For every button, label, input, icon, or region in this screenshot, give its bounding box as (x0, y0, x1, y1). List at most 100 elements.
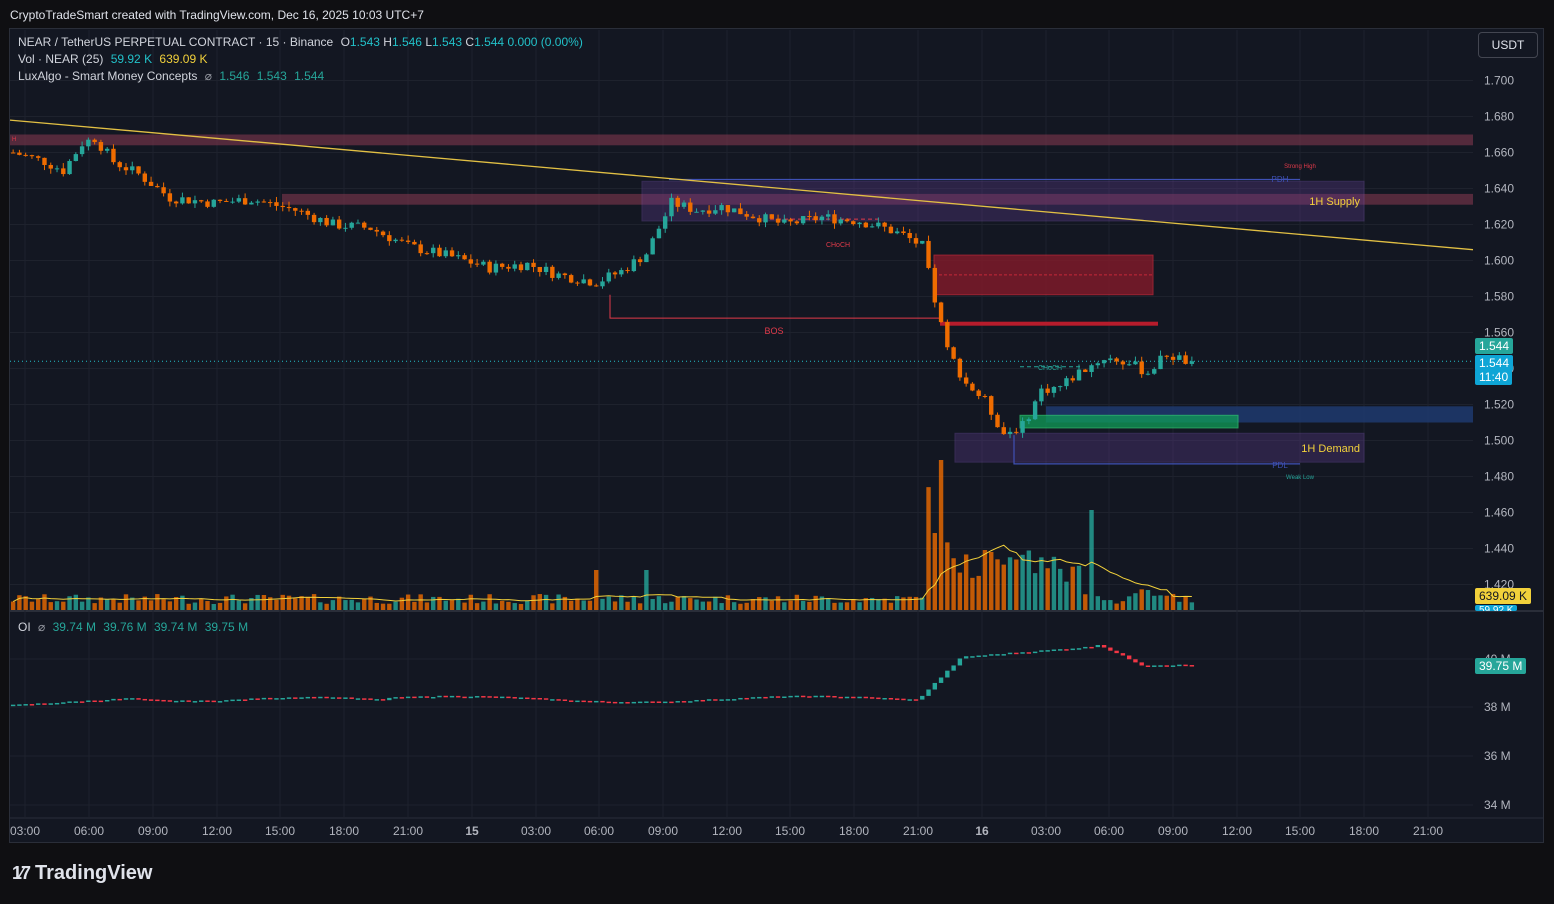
price-tick-label: 1.640 (1484, 182, 1514, 196)
candle-body (343, 227, 348, 229)
oi-bar (104, 699, 110, 702)
oi-bar (970, 656, 975, 658)
oi-bar (268, 697, 273, 700)
volume-bar (713, 596, 718, 610)
volume-bar (600, 598, 605, 610)
volume-bar (1170, 593, 1176, 610)
time-tick-label: 12:00 (202, 824, 232, 838)
volume-bar (1120, 601, 1126, 610)
candle-body (1020, 421, 1025, 433)
candle-body (67, 160, 72, 175)
volume-bar (907, 596, 912, 610)
oi-bar (932, 682, 937, 690)
volume-bar (249, 597, 254, 610)
candle-body (531, 262, 536, 267)
candle-body (719, 205, 724, 211)
candle-body (744, 214, 749, 217)
volume-cut-tag: 59.92 K (1475, 605, 1518, 611)
candle-body (186, 197, 191, 204)
time-tick-label: 12:00 (712, 824, 742, 838)
oi-bar (1164, 665, 1169, 667)
candle-body (10, 152, 16, 154)
indicator-hide-icon[interactable]: ⌀ (204, 69, 212, 83)
price-tick-label: 1.460 (1484, 506, 1514, 520)
oi-bar (362, 698, 367, 700)
volume-bar (1158, 595, 1163, 610)
oi-bar (1007, 652, 1013, 655)
volume-bar (587, 600, 593, 610)
price-tick-label: 1.440 (1484, 542, 1514, 556)
oi-bar (869, 697, 875, 699)
volume-bar (1177, 601, 1182, 610)
oi-hide-icon[interactable]: ⌀ (38, 620, 46, 634)
oi-bar (79, 701, 85, 703)
candle-body (550, 266, 555, 278)
candle-body (1126, 364, 1132, 366)
oi-bar (826, 695, 831, 698)
volume-bar (399, 597, 405, 610)
oi-tag: 39.75 M (1475, 658, 1527, 674)
oi-bar (1045, 650, 1050, 652)
candle-body (663, 216, 668, 229)
candle-body (838, 219, 843, 224)
oi-bar (537, 697, 542, 700)
volume-bar (173, 597, 179, 610)
candle-body (1076, 369, 1082, 381)
candle-body (876, 222, 881, 227)
candle-body (826, 214, 831, 217)
oi-bar (192, 701, 198, 703)
oi-bar (606, 701, 611, 704)
candle-body (1177, 355, 1182, 360)
volume-bar (838, 602, 843, 610)
volume-bar (280, 594, 285, 610)
volume-bar (92, 603, 97, 610)
oi-bar (36, 703, 41, 705)
close-value: 1.544 (474, 35, 505, 49)
oi-bar (1026, 652, 1032, 654)
price-tick-label: 1.560 (1484, 326, 1514, 340)
oi-bar (161, 699, 166, 702)
oi-bar (255, 698, 260, 700)
bos-line (609, 294, 940, 319)
oi-bar (48, 703, 53, 705)
oi-bar (130, 698, 135, 700)
symbol-title: NEAR / TetherUS PERPETUAL CONTRACT · 15 … (18, 35, 334, 49)
candle-body (23, 154, 28, 156)
volume-bar (412, 601, 417, 610)
time-tick-label: 12:00 (1222, 824, 1252, 838)
candle-body (882, 222, 887, 227)
oi-value-3: 39.74 M (154, 620, 198, 634)
volume-bar (343, 600, 348, 610)
volume-bar (556, 594, 561, 610)
volume-bar (763, 597, 768, 610)
volume-bar (1189, 602, 1195, 610)
candle-body (587, 279, 593, 286)
oi-value-4: 39.75 M (204, 620, 249, 634)
candle-body (907, 232, 912, 239)
oi-bar (1133, 659, 1138, 663)
time-tick-label: 15:00 (265, 824, 295, 838)
oi-bar (92, 700, 97, 702)
tradingview-logo[interactable]: 1⁄7 TradingView (12, 862, 152, 885)
oi-bar (405, 696, 411, 699)
price-tick-label: 1.620 (1484, 218, 1514, 232)
candle-body (631, 259, 637, 272)
candle-body (568, 275, 574, 283)
open-value: 1.543 (349, 35, 380, 49)
volume-bar (261, 595, 267, 610)
volume-bar (499, 600, 505, 610)
volume-bar (857, 602, 862, 610)
demand-zone-1h (954, 432, 1365, 463)
currency-button[interactable]: USDT (1478, 32, 1538, 58)
candle-body (242, 198, 248, 205)
volume-bar (976, 575, 981, 610)
volume-bar (362, 598, 367, 610)
volume-bar (1152, 595, 1157, 610)
candle-body (362, 222, 367, 228)
volume-bar (913, 596, 919, 610)
chart-caption: CryptoTradeSmart created with TradingVie… (10, 8, 424, 22)
candle-body (236, 198, 242, 202)
change-value: 0.000 (0.00%) (507, 35, 583, 49)
candle-body (167, 193, 173, 202)
